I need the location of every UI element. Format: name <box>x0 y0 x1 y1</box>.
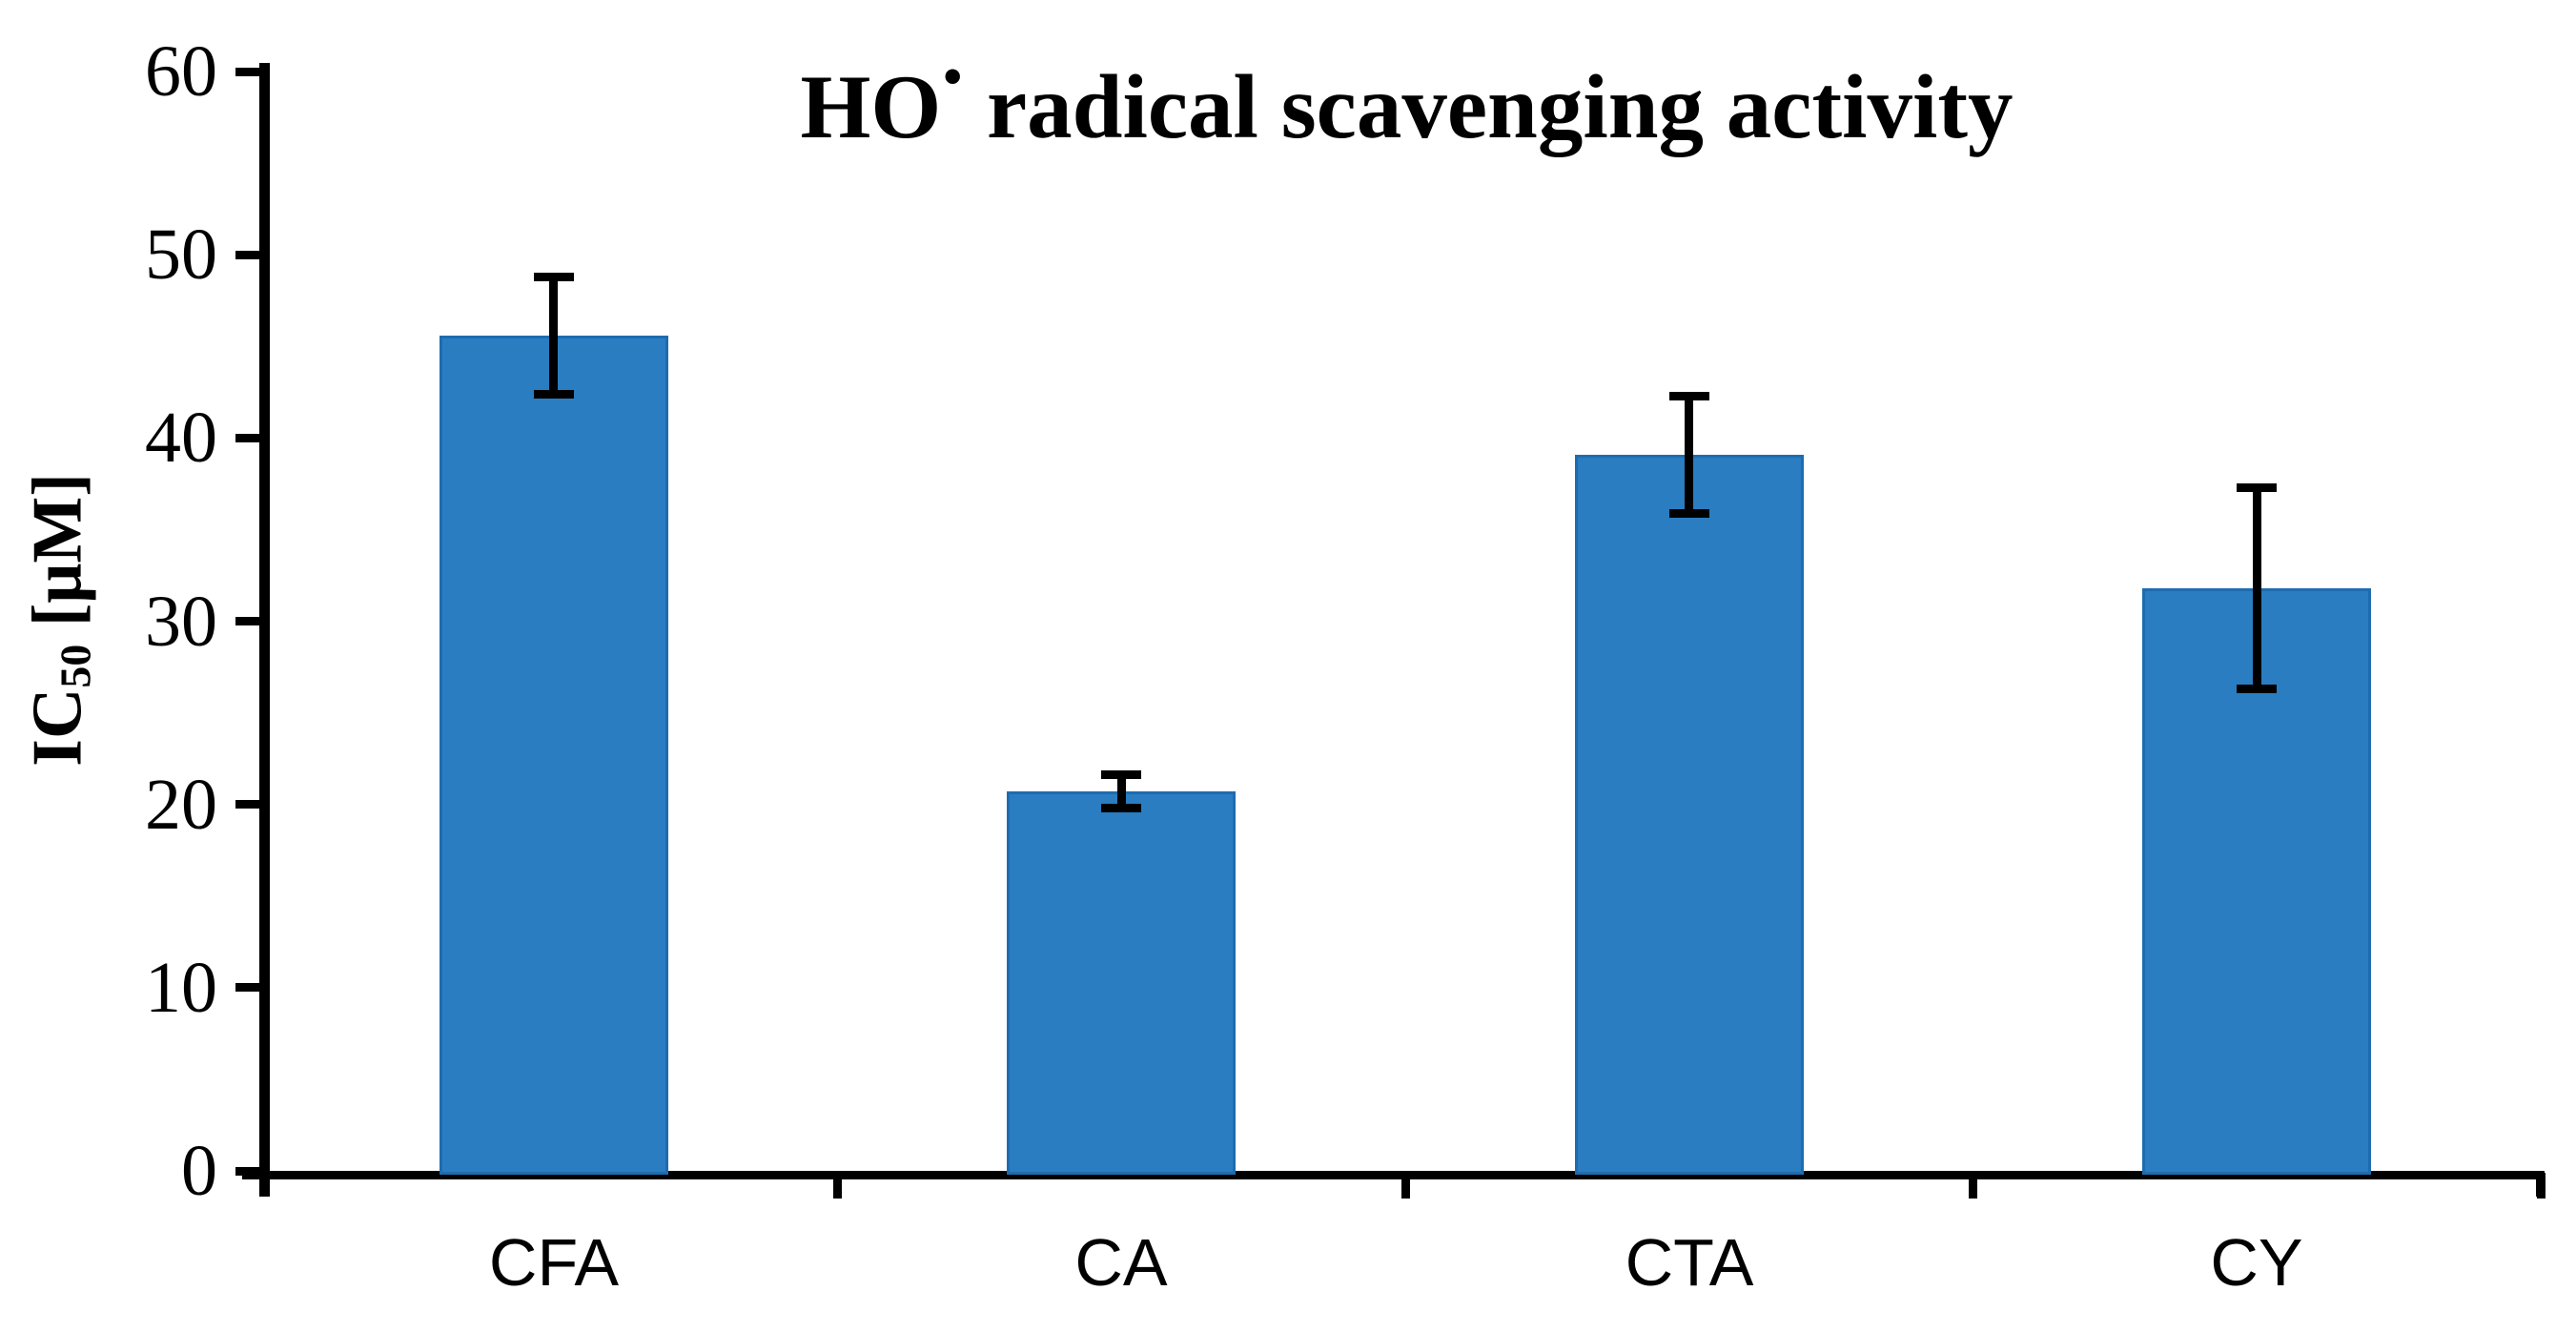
x-tick <box>2537 1173 2545 1199</box>
y-tick-label: 50 <box>145 215 217 295</box>
x-axis-label-cy: CY <box>2210 1225 2303 1300</box>
y-tick-label: 20 <box>145 765 217 845</box>
x-axis-label-ca: CA <box>1074 1225 1168 1300</box>
error-cap-top-cfa <box>534 273 574 281</box>
error-bar-cta <box>1685 396 1693 513</box>
error-bar-ca <box>1117 775 1126 809</box>
error-cap-top-ca <box>1101 770 1141 779</box>
error-bar-cfa <box>549 277 558 394</box>
y-tick <box>235 1167 267 1176</box>
x-tick <box>833 1173 842 1199</box>
y-tick-label: 0 <box>181 1131 217 1211</box>
y-tick <box>235 434 267 442</box>
error-cap-top-cy <box>2237 483 2277 492</box>
x-axis-label-cfa: CFA <box>488 1225 620 1300</box>
x-tick <box>1969 1173 1977 1199</box>
x-axis-line <box>242 1171 2544 1179</box>
y-tick-label: 10 <box>145 948 217 1028</box>
x-axis-label-cta: CTA <box>1625 1225 1754 1300</box>
y-tick <box>235 68 267 76</box>
bar-cfa <box>440 336 668 1175</box>
y-tick <box>235 800 267 809</box>
y-axis-label-main: IC <box>18 687 97 767</box>
bar-cta <box>1575 455 1804 1175</box>
bar-ca <box>1007 791 1236 1175</box>
error-bar-cy <box>2253 487 2261 688</box>
error-cap-bottom-cta <box>1669 509 1709 518</box>
x-tick <box>1401 1173 1410 1199</box>
y-tick <box>235 983 267 992</box>
radical-dot: • <box>943 47 963 107</box>
y-tick <box>235 251 267 259</box>
error-cap-top-cta <box>1669 392 1709 400</box>
y-tick-label: 60 <box>145 31 217 112</box>
error-cap-bottom-ca <box>1101 804 1141 812</box>
y-tick-label: 40 <box>145 398 217 478</box>
y-axis-line <box>259 63 270 1197</box>
title-suffix: radical scavenging activity <box>964 55 2014 157</box>
title-prefix: HO <box>800 55 942 157</box>
error-cap-bottom-cy <box>2237 685 2277 693</box>
y-tick-label: 30 <box>145 582 217 662</box>
y-tick <box>235 617 267 625</box>
chart-title: HO• radical scavenging activity <box>270 21 2544 163</box>
error-cap-bottom-cfa <box>534 390 574 399</box>
